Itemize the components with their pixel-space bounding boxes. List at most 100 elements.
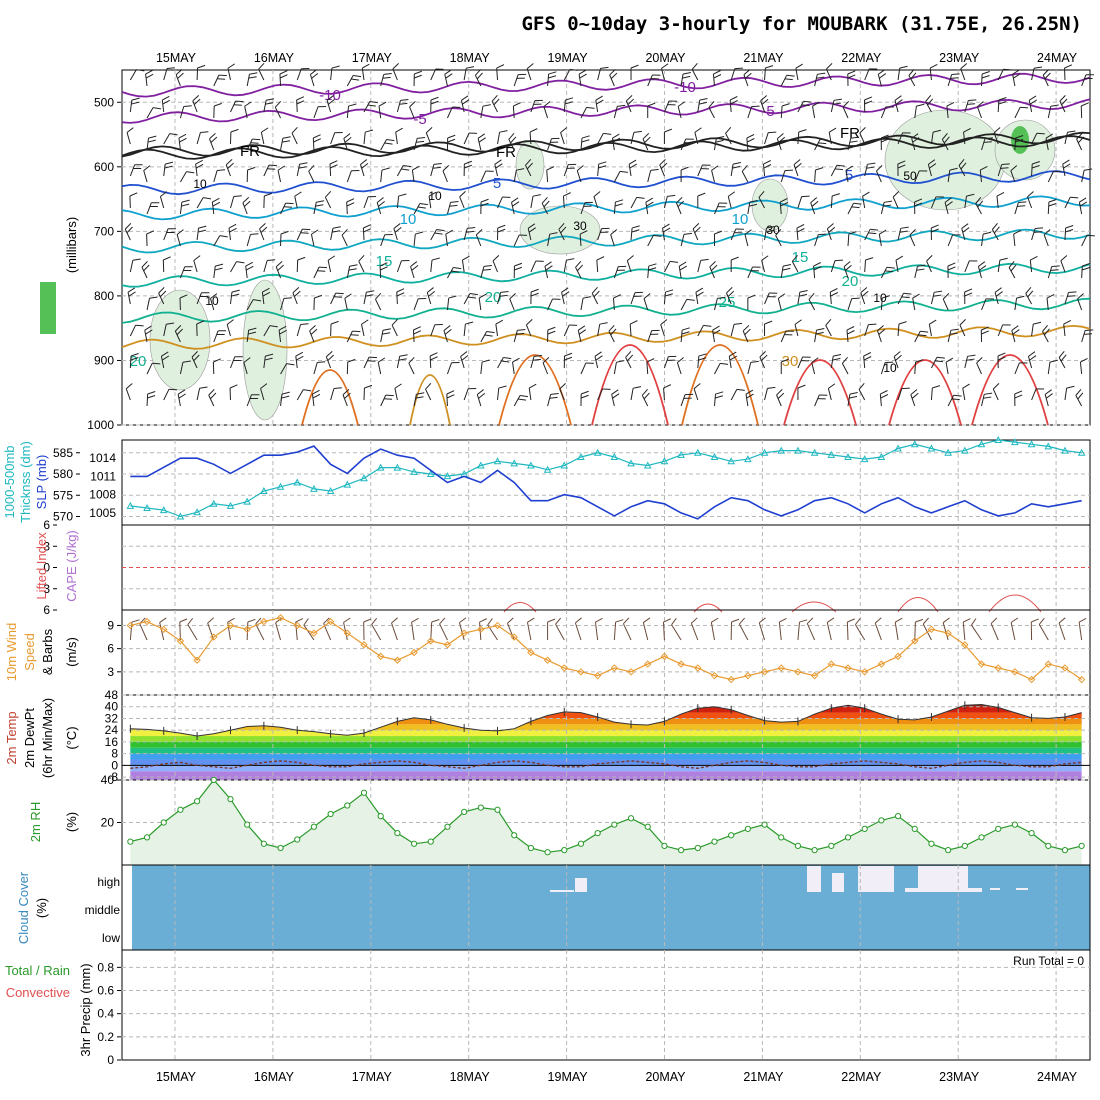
- wind-barb-feather: [548, 71, 557, 75]
- wind-barb: [209, 138, 215, 151]
- wind-barb-feather: [980, 165, 988, 171]
- wind-barb: [175, 74, 181, 87]
- wind-barb: [413, 203, 421, 215]
- axis-label-dewpt: 2m DewPt: [22, 708, 37, 768]
- rh-point: [594, 830, 601, 837]
- wind-barb-feather: [920, 330, 929, 333]
- wind-barb: [981, 394, 985, 407]
- wind-barb: [895, 260, 899, 273]
- wind-barb: [244, 106, 248, 119]
- wind-barb-feather: [384, 398, 393, 400]
- axis-label-cloud-units: (%): [34, 898, 49, 918]
- wind-barb-feather: [703, 324, 712, 327]
- wind-barb: [777, 298, 782, 311]
- isotherm-line: [121, 72, 1091, 98]
- wind-barb: [613, 106, 618, 119]
- wind-barb: [962, 388, 966, 401]
- axis-label-precip: 3hr Precip (mm): [78, 963, 93, 1056]
- wind-barb-feather: [401, 168, 410, 171]
- y-tick-label: 0.4: [97, 1007, 114, 1021]
- date-label: 22MAY: [841, 51, 882, 65]
- wind-speed-point: [877, 660, 886, 668]
- wind-barb-feather: [1048, 203, 1057, 207]
- isotherm-label: 5: [845, 167, 853, 184]
- wind-barb-feather: [210, 136, 218, 143]
- wind-barb-feather: [245, 265, 254, 271]
- wind-barb-feather: [144, 325, 152, 331]
- wind-barb-feather: [813, 262, 821, 267]
- wind-barb: [1046, 298, 1049, 311]
- wind-barb-feather: [1064, 64, 1073, 69]
- wind-barb-feather: [663, 384, 672, 389]
- wind-barb-feather: [541, 197, 548, 204]
- wind-barb: [159, 196, 165, 209]
- wind-barb-feather: [1029, 95, 1037, 101]
- wind-barb-feather: [1035, 227, 1044, 230]
- wind-barb: [196, 228, 200, 241]
- wind-barb-feather: [1045, 393, 1053, 399]
- wind-barb-feather: [248, 331, 257, 335]
- wind-barb: [177, 394, 181, 407]
- wind-barb-feather: [1010, 617, 1019, 623]
- wind-barb: [461, 260, 465, 273]
- wind-barb-feather: [898, 321, 907, 325]
- wind-barb-feather: [235, 100, 244, 103]
- wind-barb-feather: [518, 398, 527, 401]
- wind-barb-feather: [449, 204, 458, 207]
- rh-point: [511, 832, 518, 839]
- wind-barb: [187, 624, 198, 641]
- wind-barb-feather: [739, 617, 746, 625]
- wind-barb: [396, 356, 401, 369]
- wind-barb-feather: [779, 198, 788, 203]
- wind-barb-feather: [129, 192, 138, 197]
- wind-barb: [764, 67, 766, 81]
- wind-barb: [129, 324, 137, 337]
- wind-barb: [977, 266, 983, 279]
- wind-barb: [361, 68, 365, 81]
- wind-barb: [1031, 324, 1034, 337]
- wind-barb: [527, 228, 532, 241]
- thickness-point: [994, 435, 1003, 443]
- wind-barb-feather: [1018, 201, 1027, 204]
- wind-barb: [530, 260, 537, 273]
- wind-barb-feather: [500, 291, 509, 293]
- thickness-point: [827, 450, 836, 458]
- wind-speed-point: [927, 625, 936, 634]
- wind-barb-feather: [778, 293, 786, 299]
- wind-barb-feather: [181, 199, 190, 203]
- wind-barb-feather: [882, 295, 891, 299]
- wind-barb-feather: [391, 617, 398, 624]
- wind-barb: [862, 196, 866, 209]
- isotherm-line: [121, 324, 1091, 350]
- wind-barb-feather: [950, 77, 959, 79]
- thickness-point: [760, 448, 769, 456]
- y-tick-label: 1000: [87, 418, 114, 432]
- wind-barb-feather: [561, 287, 569, 293]
- wind-barb-feather: [447, 134, 456, 139]
- rh-area: [130, 780, 1082, 865]
- wind-barb-feather: [1053, 170, 1062, 173]
- wind-barb-feather: [145, 329, 153, 335]
- wind-barb-feather: [1086, 234, 1095, 237]
- rh-point: [978, 834, 985, 841]
- wind-barb-feather: [699, 97, 708, 101]
- rh-point: [928, 840, 935, 847]
- wind-barb-feather: [833, 98, 842, 101]
- wind-barb-feather: [709, 261, 716, 268]
- wind-barb: [530, 356, 535, 369]
- wind-barb-feather: [1044, 328, 1050, 336]
- wind-barb-feather: [264, 192, 272, 197]
- wind-barb-feather: [845, 165, 854, 171]
- wind-barb: [324, 196, 332, 209]
- wind-barb: [680, 330, 683, 343]
- wind-barb: [643, 298, 649, 311]
- rh-point: [427, 838, 434, 845]
- wind-barb: [246, 621, 249, 641]
- wind-barb: [942, 622, 949, 641]
- legend-total-rain: Total / Rain: [5, 963, 70, 978]
- y-tick-label-right: 1005: [89, 506, 116, 520]
- wind-barb-feather: [380, 266, 388, 271]
- thickness-point: [443, 472, 452, 480]
- wind-barb-feather: [778, 136, 786, 143]
- rh-point: [611, 821, 618, 828]
